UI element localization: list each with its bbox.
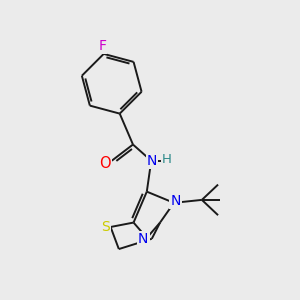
Text: F: F (98, 39, 106, 52)
Text: N: N (170, 194, 181, 208)
Text: S: S (101, 220, 110, 234)
Text: H: H (162, 153, 172, 166)
Text: N: N (138, 232, 148, 246)
Text: N: N (147, 154, 157, 168)
Text: O: O (100, 156, 111, 171)
